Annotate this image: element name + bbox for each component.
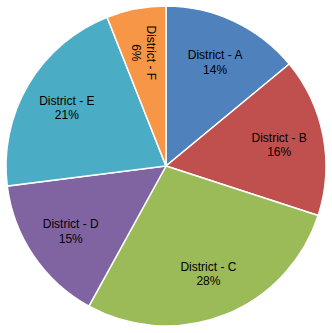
chart: District - A14%District - B16%District -…: [0, 0, 332, 333]
labels: District - A14%District - B16%District -…: [39, 26, 307, 289]
slice-label: District - E21%: [39, 94, 94, 122]
value-label: 14%: [203, 63, 227, 77]
value-label: 15%: [59, 232, 83, 246]
category-label: District - C: [180, 260, 236, 274]
category-label: District - A: [188, 48, 243, 62]
value-label: 21%: [55, 108, 79, 122]
category-label: District - E: [39, 94, 94, 108]
value-label: 6%: [129, 44, 143, 62]
slice-label: District - F6%: [129, 26, 157, 81]
slice-label: District - A14%: [188, 48, 243, 76]
pie: [6, 6, 326, 326]
value-label: 16%: [267, 145, 291, 159]
slice: [7, 166, 166, 306]
category-label: District - B: [251, 131, 306, 145]
category-label: District - D: [43, 217, 99, 231]
category-label: District - F: [144, 26, 158, 81]
slice-label: District - D15%: [43, 217, 99, 245]
slice-label: District - C28%: [180, 260, 236, 288]
value-label: 28%: [196, 274, 220, 288]
slice: [107, 6, 166, 166]
slice-label: District - B16%: [251, 131, 306, 159]
